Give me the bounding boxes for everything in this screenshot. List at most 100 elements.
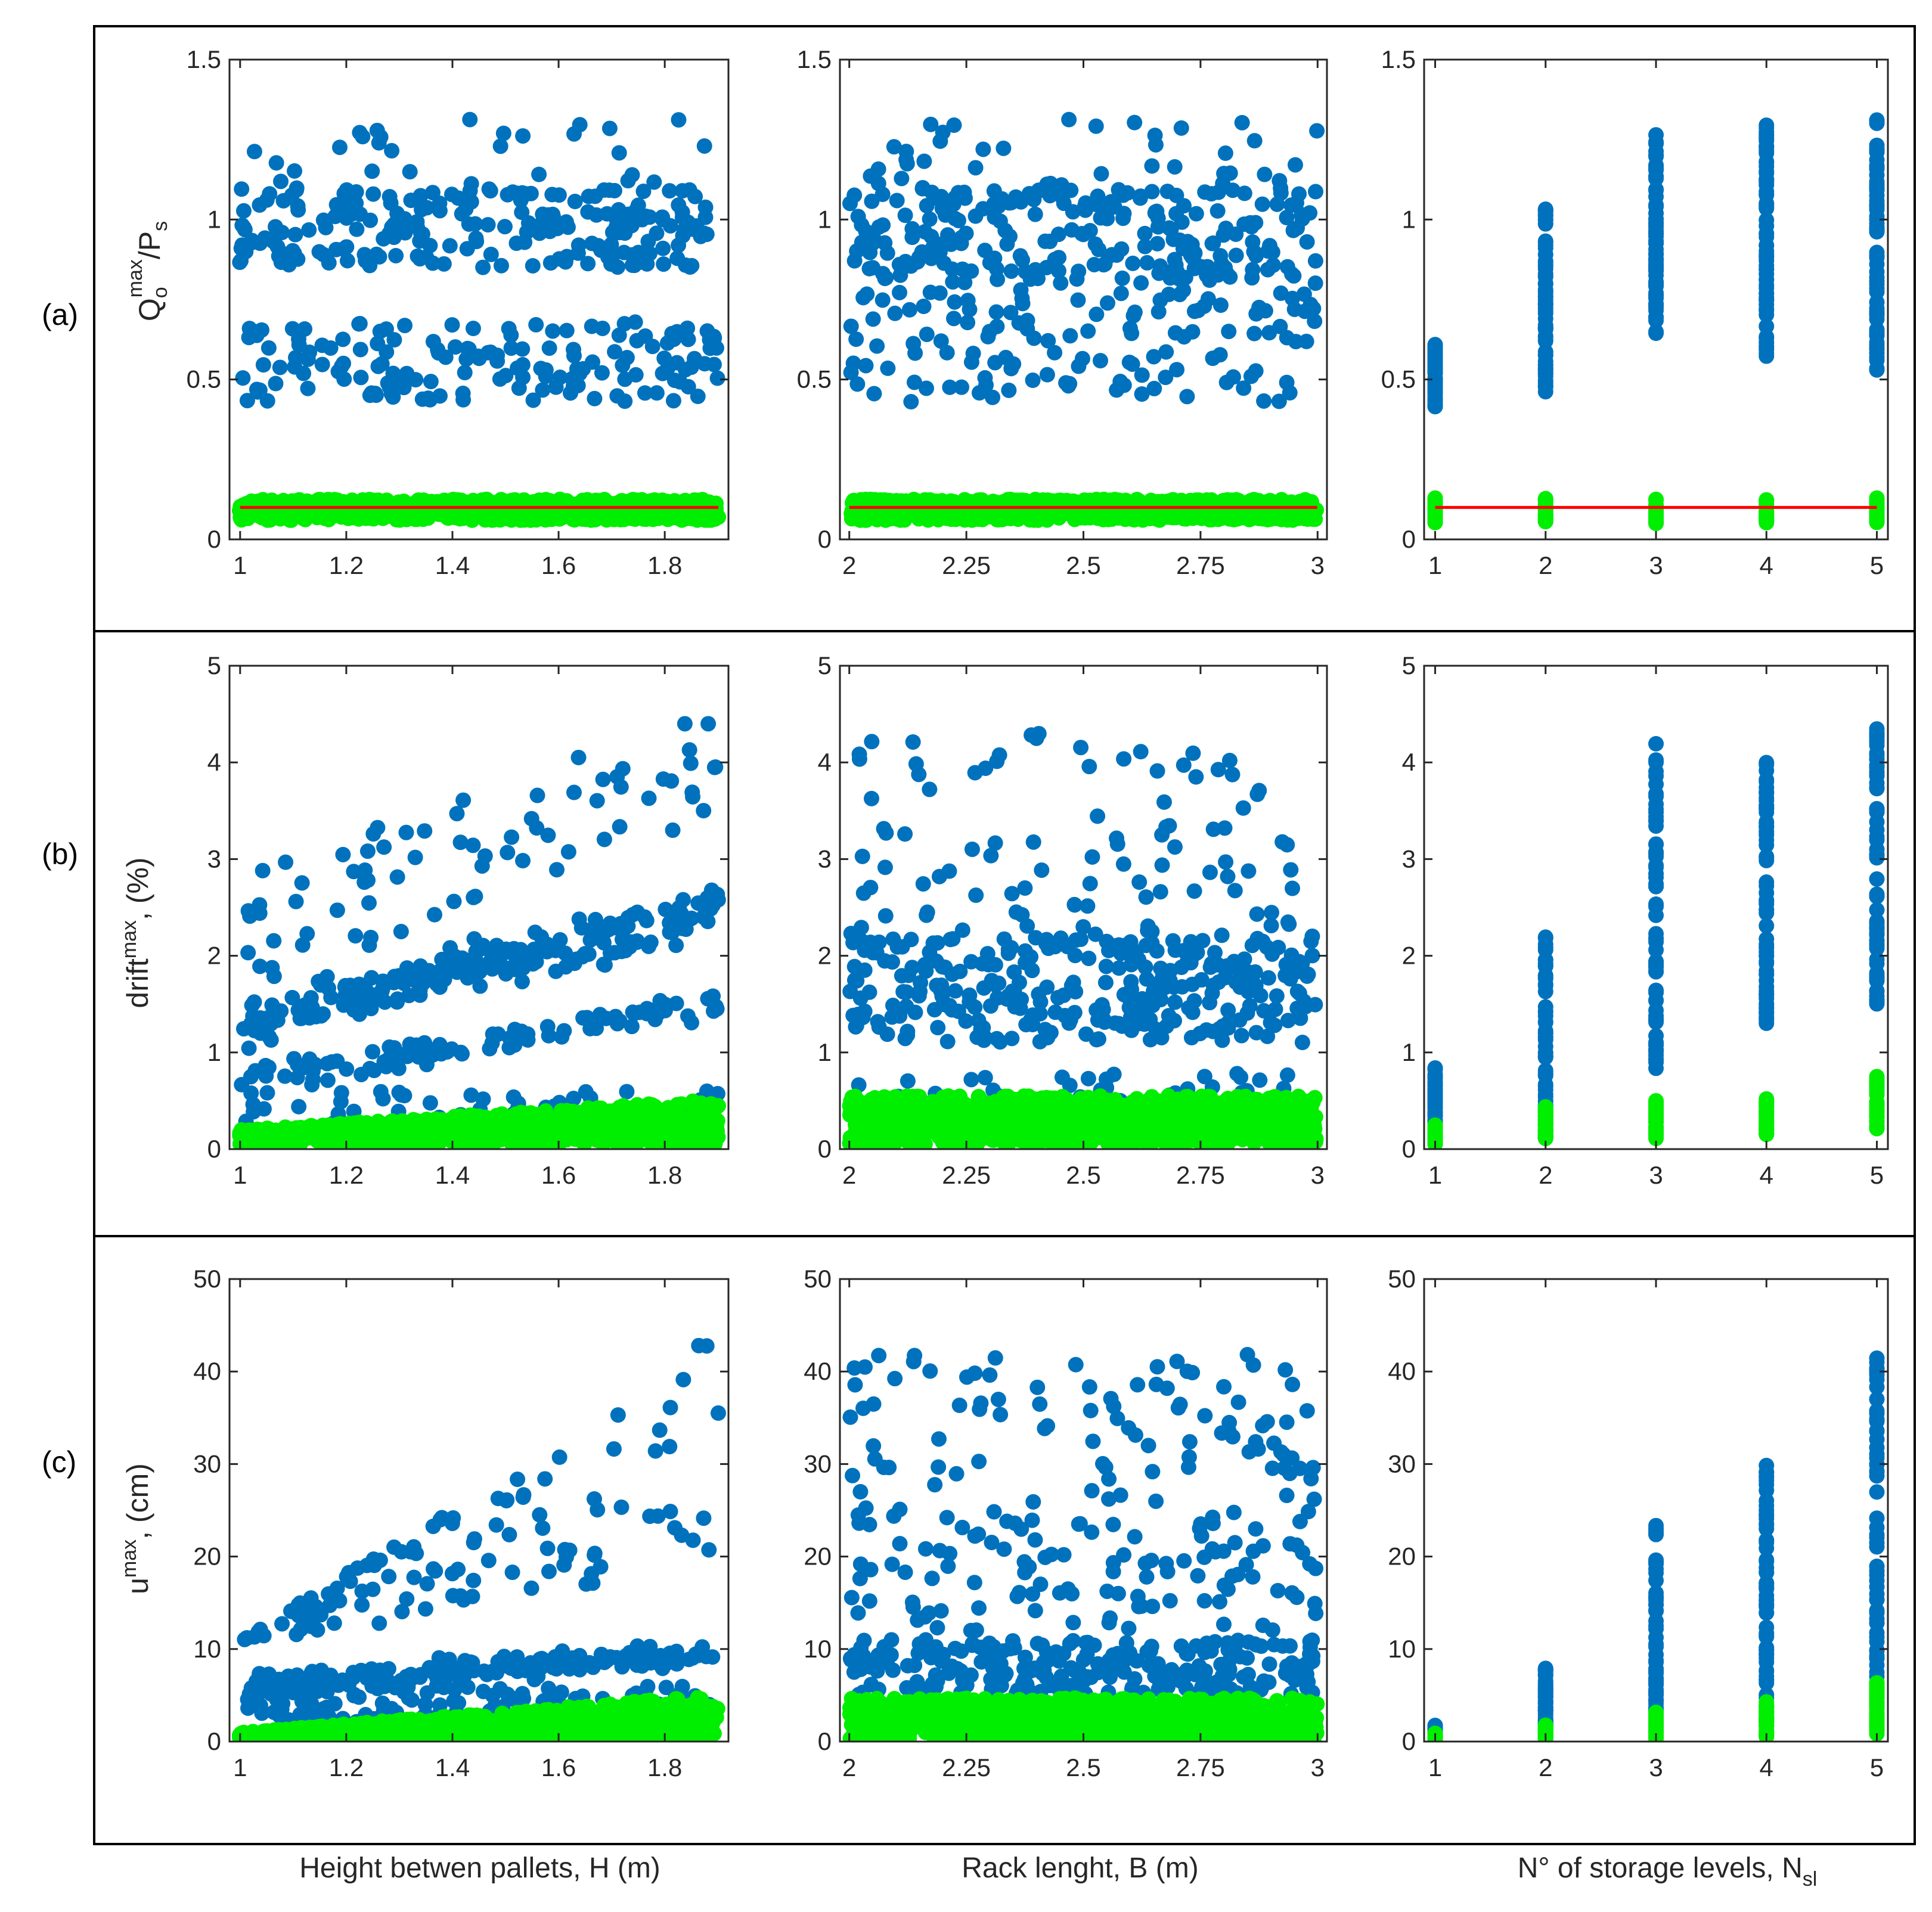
point-blue [615,761,631,777]
point-blue [1124,1022,1140,1038]
point-blue [1207,945,1223,961]
point-green [1195,498,1211,514]
point-blue [1050,263,1066,279]
point-green [451,1128,467,1144]
point-blue [1150,304,1167,320]
point-blue [1039,979,1055,995]
point-blue [1759,159,1775,175]
point-blue [457,365,473,381]
y-label-row-a-tail: /P [133,231,166,259]
point-blue [472,978,488,994]
point-blue [386,216,402,232]
point-blue [668,938,684,954]
point-blue [339,210,355,226]
point-blue [1272,173,1288,189]
point-blue [1149,235,1165,252]
y-tick-label: 1 [207,1038,221,1066]
point-blue [1199,259,1215,275]
point-blue [297,321,313,337]
point-blue [582,932,598,948]
point-blue [566,1090,582,1106]
y-tick-label: 1.5 [187,45,221,73]
point-blue [278,854,294,870]
point-blue [1205,977,1221,994]
point-blue [1133,744,1149,760]
point-blue [1282,385,1298,401]
point-blue [1307,275,1323,291]
y-tick-label: 0.5 [797,365,832,393]
x-tick-label: 2.5 [1066,551,1100,579]
y-tick-label: 5 [207,651,221,679]
point-blue [1214,927,1230,943]
point-blue [424,255,441,271]
y-tick-label: 0 [1402,525,1416,553]
point-blue [555,252,571,268]
point-blue [498,941,514,957]
point-blue [1011,315,1027,331]
x-tick-label: 1 [233,1161,247,1189]
point-blue [237,222,253,238]
point-blue [1060,378,1077,394]
point-blue [1003,305,1019,321]
point-blue [703,901,719,917]
point-blue [686,350,702,367]
point-blue [1537,247,1553,263]
point-blue [390,968,407,984]
point-blue [514,357,531,373]
point-blue [426,907,442,923]
point-blue [861,260,877,277]
point-blue [842,195,858,212]
point-green [479,493,495,510]
point-blue [1759,133,1775,149]
point-green [428,1127,444,1143]
point-blue [593,242,609,258]
point-blue [889,193,905,209]
point-blue [259,1085,275,1101]
point-blue [301,222,317,238]
point-blue [1226,960,1242,976]
point-blue [914,179,931,195]
point-blue [1759,120,1775,136]
point-blue [1537,361,1553,377]
point-blue [1204,235,1220,252]
point-blue [1308,184,1324,200]
point-blue [1648,147,1664,163]
point-blue [268,375,284,392]
point-blue [1015,252,1031,268]
point-blue [262,186,278,202]
point-blue [364,163,380,179]
point-blue [1283,862,1299,878]
point-blue [407,849,423,865]
point-green [372,1123,388,1139]
point-blue [699,1083,715,1099]
point-blue [630,197,646,213]
y-label-row-c-sup: max [118,1539,141,1578]
point-blue [525,943,541,960]
point-blue [498,966,514,982]
point-green [926,493,942,510]
point-blue [515,128,531,144]
point-blue [423,374,439,390]
point-blue [602,945,618,961]
point-blue [353,1066,370,1082]
point-blue [1148,204,1164,220]
y-label-row-a: Qomax/Ps [124,221,172,321]
y-tick-label: 4 [207,748,221,776]
point-blue [235,370,251,386]
point-blue [234,181,250,197]
point-blue [709,370,725,386]
point-blue [1759,277,1775,293]
point-blue [944,1002,960,1018]
point-blue [952,963,968,979]
point-blue [709,1001,725,1017]
point-blue [377,994,393,1010]
point-blue [361,937,377,953]
point-green [520,1136,536,1149]
point-blue [1146,349,1162,365]
point-blue [252,958,268,974]
point-blue [1759,177,1775,193]
point-blue [525,257,541,274]
point-blue [458,201,474,217]
point-blue [1098,958,1114,974]
point-blue [1137,225,1153,241]
